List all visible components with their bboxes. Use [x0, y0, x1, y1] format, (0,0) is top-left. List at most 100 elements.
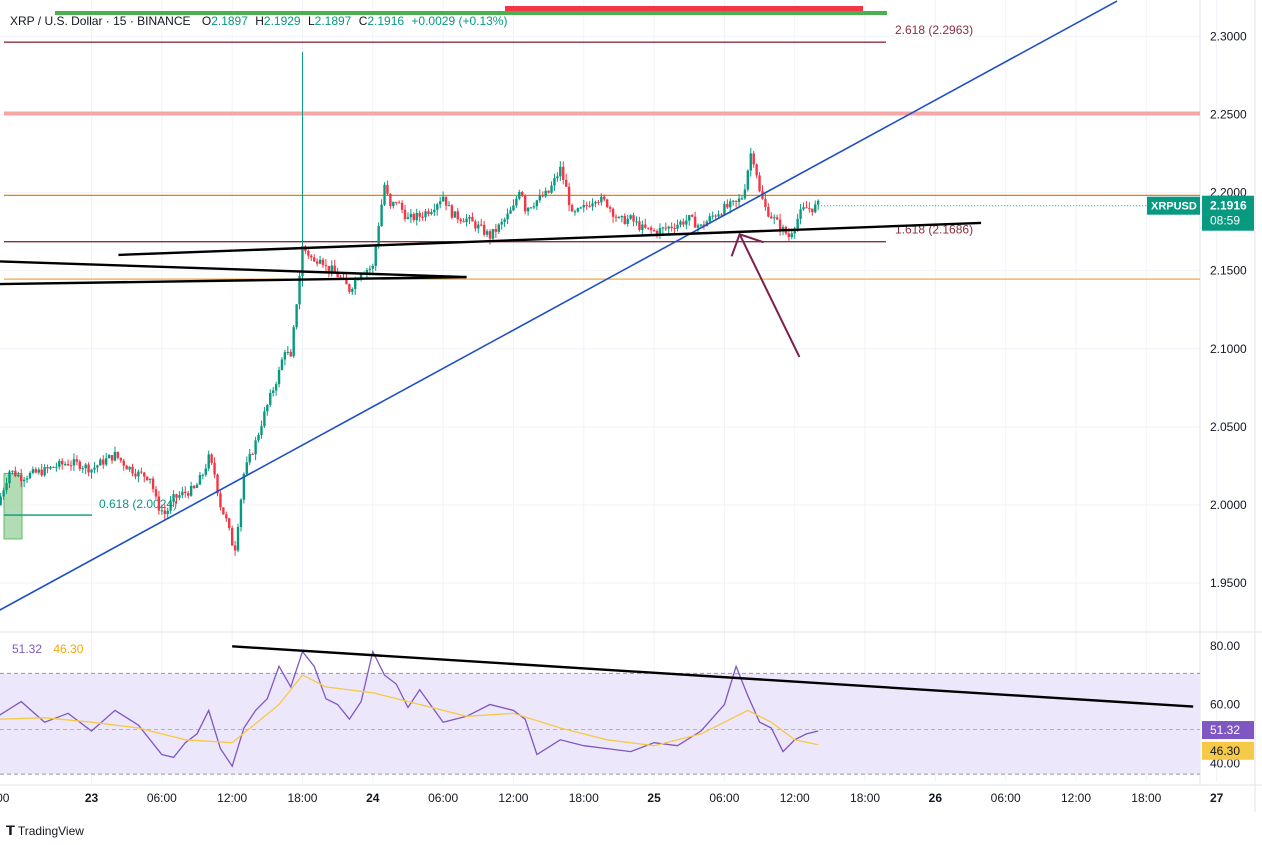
candle-down — [233, 545, 237, 551]
candle-up — [0, 496, 2, 506]
candle-up — [802, 207, 805, 210]
rsi-legend-value: 51.32 — [12, 642, 43, 656]
brand-name: TradingView — [17, 824, 84, 838]
candle-up — [160, 510, 164, 512]
candle-up — [356, 279, 360, 281]
rsi-legend: 51.32 46.30 — [12, 642, 83, 656]
candle-down — [225, 514, 228, 519]
candle-down — [78, 461, 81, 469]
candle-up — [576, 208, 580, 212]
candle-up — [781, 227, 785, 231]
rsi-background-band — [0, 673, 1200, 775]
candle-up — [2, 490, 5, 497]
candle-down — [752, 153, 755, 165]
candle-up — [63, 464, 67, 466]
candle-up — [383, 184, 386, 205]
candle-up — [380, 204, 383, 227]
candle-up — [17, 474, 20, 477]
time-tick-label: 12:00 — [1061, 791, 1091, 805]
candle-up — [72, 459, 76, 466]
arrow-head — [730, 233, 764, 257]
candle-up — [790, 233, 793, 238]
candle-down — [315, 261, 319, 264]
candle-up — [447, 205, 451, 207]
candle-down — [456, 211, 459, 220]
candle-up — [799, 209, 802, 219]
candle-down — [192, 485, 196, 488]
time-tick-label: 26 — [929, 791, 943, 805]
candle-up — [477, 224, 480, 229]
rsi-tick-label: 60.00 — [1210, 698, 1240, 712]
candle-up — [318, 259, 322, 264]
candle-up — [195, 484, 199, 488]
time-tick-label: 06:00 — [428, 791, 458, 805]
fib-zone-box — [3, 472, 23, 540]
candle-down — [614, 216, 618, 218]
candle-down — [450, 205, 454, 218]
candle-up — [266, 404, 269, 412]
black-trendline-2[interactable] — [0, 275, 467, 286]
black-trendline-1[interactable] — [118, 221, 982, 257]
candle-up — [99, 459, 102, 466]
candle-up — [550, 185, 553, 193]
blue-trendline[interactable] — [0, 0, 1118, 637]
candle-up — [685, 220, 688, 225]
candle-up — [438, 201, 442, 205]
rsi-trendline[interactable] — [232, 645, 1194, 708]
low-label: L — [307, 14, 315, 28]
candle-down — [647, 227, 650, 229]
candle-up — [354, 280, 357, 290]
candle-down — [588, 205, 591, 207]
time-tick-label: 12:00 — [780, 791, 810, 805]
candle-up — [796, 218, 799, 229]
candle-down — [421, 216, 424, 218]
candle-up — [286, 351, 290, 353]
candle-up — [365, 269, 369, 274]
candle-down — [333, 265, 336, 272]
candle-up — [696, 225, 700, 228]
time-tick-label: 12:00 — [217, 791, 247, 805]
open-value: 2.1897 — [211, 14, 248, 28]
tradingview-logo[interactable]: 𝗧 TradingView — [6, 823, 84, 839]
candle-down — [386, 184, 389, 194]
candle-down — [140, 471, 143, 473]
rsi-ma-line — [0, 674, 819, 747]
candle-down — [811, 208, 814, 213]
candle-down — [145, 476, 149, 481]
price-tick-label: 2.0000 — [1210, 498, 1247, 512]
candle-down — [222, 507, 225, 515]
candle-down — [570, 205, 574, 212]
candle-up — [295, 304, 298, 328]
candle-up — [189, 485, 193, 496]
candle-up — [137, 471, 140, 477]
candle-down — [339, 277, 342, 279]
candle-up — [96, 465, 99, 468]
candle-down — [327, 265, 331, 272]
candle-down — [348, 284, 351, 292]
candle-up — [453, 211, 457, 218]
arrow-shaft[interactable] — [738, 233, 801, 358]
candle-down — [787, 233, 791, 238]
candle-down — [767, 207, 770, 217]
candle-down — [734, 200, 738, 202]
candle-up — [254, 440, 257, 455]
black-trendline-3[interactable] — [0, 258, 467, 279]
candle-up — [465, 218, 468, 223]
price-tick-label: 2.0500 — [1210, 420, 1247, 434]
time-tick-label: 18:00 — [569, 791, 599, 805]
candle-down — [52, 466, 55, 468]
candle-up — [773, 217, 776, 219]
candle-up — [740, 198, 744, 200]
candle-up — [28, 472, 32, 479]
candle-up — [169, 501, 172, 511]
candle-up — [538, 195, 542, 201]
symbol-name[interactable]: XRP / U.S. Dollar · 15 · BINANCE — [10, 14, 191, 28]
tradingview-logo-icon: 𝗧 — [6, 823, 15, 838]
candle-up — [591, 203, 594, 207]
candle-down — [151, 478, 155, 490]
top-fib-red-line — [505, 6, 863, 11]
candle-up — [544, 190, 547, 197]
candle-down — [157, 496, 161, 511]
candle-up — [635, 221, 638, 223]
